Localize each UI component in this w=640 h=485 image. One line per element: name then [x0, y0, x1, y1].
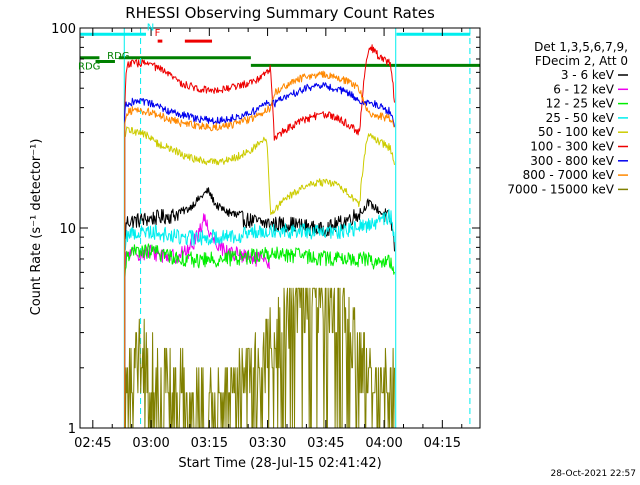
series-line [124, 187, 395, 428]
series-line [124, 82, 395, 428]
y-axis-label: Count Rate (s⁻¹ detector⁻¹) [29, 139, 44, 316]
status-annotation: RDG [107, 51, 129, 62]
generated-timestamp: 28-Oct-2021 22:57 [551, 469, 636, 479]
legend-entry-label: 12 - 25 keV [546, 97, 615, 111]
legend-entry-label: 50 - 100 keV [538, 125, 615, 139]
legend-header-line-1: Det 1,3,5,6,7,9, [534, 40, 628, 54]
status-annotation: N [147, 23, 154, 34]
legend-entry-label: 6 - 12 keV [553, 82, 615, 96]
series-line [124, 44, 395, 428]
legend: Det 1,3,5,6,7,9, FDecim 2, Att 0 3 - 6 k… [507, 40, 628, 196]
y-tick-label: 100 [51, 22, 76, 37]
x-tick-label: 03:00 [132, 436, 169, 451]
series-line [124, 208, 395, 428]
x-tick-label: 03:45 [307, 436, 344, 451]
x-tick-label: 03:30 [249, 436, 286, 451]
x-tick-label: 02:45 [74, 436, 111, 451]
y-tick-label: 10 [59, 222, 76, 237]
status-annotation: F [155, 28, 161, 39]
legend-entry-label: 100 - 300 keV [530, 140, 614, 154]
series-line [124, 126, 395, 428]
legend-header-line-2: FDecim 2, Att 0 [535, 54, 628, 68]
legend-entry-label: 7000 - 15000 keV [507, 182, 614, 196]
chart-title: RHESSI Observing Summary Count Rates [125, 4, 435, 22]
x-axis-label: Start Time (28-Jul-15 02:41:42) [178, 456, 381, 471]
legend-entry-label: 800 - 7000 keV [523, 168, 615, 182]
series-line [124, 243, 395, 428]
legend-entry-label: 25 - 50 keV [546, 111, 615, 125]
y-tick-label: 1 [68, 422, 76, 437]
series-line [124, 70, 395, 428]
x-tick-label: 04:00 [365, 436, 402, 451]
x-tick-label: 04:15 [424, 436, 461, 451]
x-tick-label: 03:15 [191, 436, 228, 451]
series-line [124, 287, 395, 428]
legend-entry-label: 300 - 800 keV [530, 154, 614, 168]
status-annotation: RDG [78, 62, 100, 73]
plot-area [80, 28, 480, 428]
legend-entry-label: 3 - 6 keV [561, 68, 615, 82]
